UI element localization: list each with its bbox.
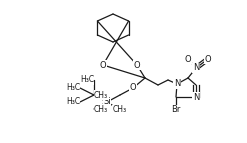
Text: O: O <box>185 54 191 63</box>
Text: CH₃: CH₃ <box>94 105 108 114</box>
Text: CH₃: CH₃ <box>94 91 108 100</box>
Text: H₃C: H₃C <box>66 84 80 93</box>
Text: N: N <box>174 80 180 89</box>
Text: N: N <box>193 93 199 102</box>
Text: O: O <box>100 60 106 69</box>
Text: Br: Br <box>171 106 181 115</box>
Text: H₃C: H₃C <box>80 76 94 85</box>
Text: O: O <box>134 60 140 69</box>
Text: O: O <box>130 84 136 93</box>
Text: O: O <box>205 54 211 63</box>
Text: H₃C: H₃C <box>66 98 80 107</box>
Text: CH₃: CH₃ <box>113 106 127 115</box>
Text: N: N <box>193 63 199 73</box>
Text: Si: Si <box>103 98 111 107</box>
